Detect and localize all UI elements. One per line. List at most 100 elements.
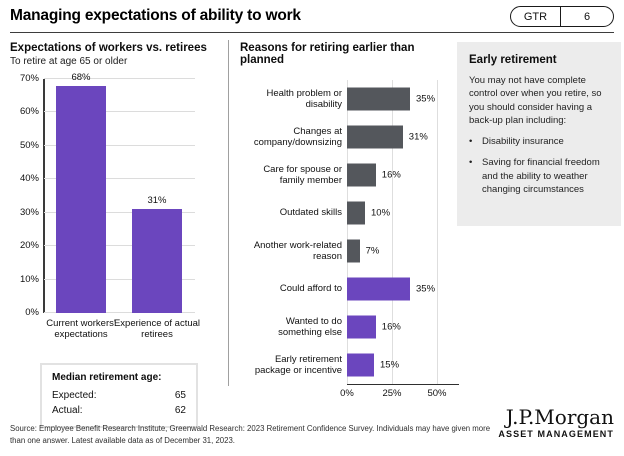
y-tick-label: 60% bbox=[19, 106, 39, 118]
gtr-badge: GTR 6 bbox=[510, 6, 614, 27]
bar bbox=[347, 201, 365, 225]
x-axis: 0% 25% 50% bbox=[340, 384, 459, 400]
bar-row: Early retirement package or incentive 15% bbox=[240, 346, 456, 384]
gridline bbox=[44, 178, 195, 180]
bar bbox=[347, 87, 410, 111]
expectations-chart-section: Expectations of workers vs. retirees To … bbox=[10, 42, 218, 428]
bar bbox=[347, 277, 410, 301]
bar-row: Wanted to do something else 16% bbox=[240, 308, 456, 346]
x-axis-labels: Current workers' expectations Experience … bbox=[43, 318, 200, 350]
panel-title: Early retirement bbox=[469, 54, 557, 66]
bar bbox=[132, 209, 182, 313]
y-tick-label: 70% bbox=[19, 73, 39, 84]
bar-zone: 35% bbox=[347, 270, 456, 308]
value-label: 68% bbox=[71, 71, 91, 83]
median-box-title: Median retirement age: bbox=[52, 372, 162, 383]
x-tick-label: 25% bbox=[382, 388, 402, 399]
x-tick-label: 0% bbox=[340, 388, 354, 399]
gridline bbox=[347, 80, 348, 384]
value-label: 31% bbox=[408, 131, 428, 143]
gridline bbox=[44, 278, 195, 280]
bullet-dot bbox=[469, 135, 482, 148]
page-title: Managing expectations of ability to work bbox=[10, 7, 301, 24]
bar-row: Could afford to 35% bbox=[240, 270, 456, 308]
bar-row: Outdated skills 10% bbox=[240, 194, 456, 232]
value-label: 15% bbox=[380, 359, 400, 371]
source-note: Source: Employee Benefit Research Instit… bbox=[10, 424, 491, 445]
category-label: Wanted to do something else bbox=[278, 315, 342, 338]
y-axis-line bbox=[43, 79, 45, 313]
chart-title: Reasons for retiring earlier than planne… bbox=[240, 42, 415, 66]
jpmorgan-logo: J.P.Morgan ASSET MANAGEMENT bbox=[498, 406, 614, 439]
bullet-text: Disability insurance bbox=[482, 136, 564, 148]
bar-zone: 15% bbox=[347, 346, 456, 384]
bar-row: Another work-related reason 7% bbox=[240, 232, 456, 270]
bar bbox=[347, 315, 376, 339]
median-retirement-age-box: Median retirement age: Expected: 65 Actu… bbox=[40, 363, 198, 428]
category-label: Health problem or disability bbox=[266, 87, 342, 110]
early-retirement-panel: Early retirement You may not have comple… bbox=[457, 42, 621, 226]
category-label: Current workers' expectations bbox=[46, 318, 116, 341]
chart-title: Expectations of workers vs. retirees bbox=[10, 42, 207, 54]
category-label: Experience of actual retirees bbox=[113, 318, 201, 341]
reasons-chart-section: Reasons for retiring earlier than planne… bbox=[240, 42, 459, 400]
bar bbox=[347, 239, 360, 263]
median-label: Expected: bbox=[52, 390, 97, 401]
gridline bbox=[392, 80, 393, 384]
value-label: 31% bbox=[147, 195, 167, 207]
y-tick-label: 20% bbox=[19, 240, 39, 252]
category-label: Care for spouse or family member bbox=[263, 163, 342, 186]
bar-row: Changes at company/downsizing 31% bbox=[240, 118, 456, 156]
category-label: Outdated skills bbox=[279, 207, 342, 219]
bar bbox=[347, 353, 374, 377]
bar-chart-plot: 0% 10% 20% 30% 40% 50% 60% 70% 68% 31% bbox=[20, 72, 195, 318]
median-row-expected: Expected: 65 bbox=[52, 389, 186, 404]
y-tick-label: 40% bbox=[19, 173, 39, 185]
value-label: 16% bbox=[381, 321, 401, 333]
gridline bbox=[44, 78, 195, 79]
value-label: 16% bbox=[381, 169, 401, 181]
gridline bbox=[44, 211, 195, 213]
column-divider bbox=[228, 40, 229, 386]
bar-zone: 16% bbox=[347, 308, 456, 346]
bullet-dot bbox=[469, 156, 482, 196]
x-tick-label: 50% bbox=[427, 388, 447, 399]
bar bbox=[347, 163, 376, 187]
value-label: 10% bbox=[371, 207, 391, 219]
gtr-label: GTR bbox=[511, 7, 561, 26]
bar bbox=[347, 125, 403, 149]
median-label: Actual: bbox=[52, 404, 83, 416]
chart-subtitle: To retire at age 65 or older bbox=[10, 56, 128, 67]
bar-zone: 35% bbox=[347, 80, 456, 118]
bar-zone: 10% bbox=[347, 194, 456, 232]
category-label: Early retirement package or incentive bbox=[254, 353, 342, 376]
bar-row: Health problem or disability 35% bbox=[240, 80, 456, 118]
bar-zone: 31% bbox=[347, 118, 456, 156]
panel-body: You may not have complete control over w… bbox=[469, 75, 602, 126]
median-value: 65 bbox=[174, 390, 186, 401]
category-label: Could afford to bbox=[279, 283, 342, 295]
y-tick-label: 10% bbox=[19, 273, 39, 285]
category-label: Changes at company/downsizing bbox=[253, 125, 342, 148]
median-row-actual: Actual: 62 bbox=[52, 404, 186, 419]
brand-subtitle: ASSET MANAGEMENT bbox=[498, 429, 614, 439]
category-label: Another work-related reason bbox=[253, 239, 342, 262]
bullet-text: Saving for financial freedom and the abi… bbox=[482, 157, 600, 196]
gridline bbox=[44, 245, 195, 247]
brand-name: J.P.Morgan bbox=[505, 405, 614, 429]
panel-bullet-list: Disability insurance Saving for financia… bbox=[469, 135, 609, 196]
bullet-item: Disability insurance bbox=[469, 135, 609, 148]
bar-zone: 16% bbox=[347, 156, 456, 194]
gridline bbox=[437, 80, 438, 384]
y-tick-label: 50% bbox=[19, 139, 39, 151]
horizontal-bar-rows: Health problem or disability 35% Changes a… bbox=[240, 80, 456, 384]
gridline bbox=[44, 111, 195, 113]
bullet-item: Saving for financial freedom and the abi… bbox=[469, 156, 609, 196]
gtr-page-number: 6 bbox=[583, 10, 591, 23]
bar-zone: 7% bbox=[347, 232, 456, 270]
bar bbox=[56, 85, 106, 313]
y-tick-label: 30% bbox=[19, 206, 39, 218]
header-divider bbox=[10, 32, 614, 34]
gridline bbox=[44, 312, 195, 313]
median-value: 62 bbox=[174, 404, 186, 416]
